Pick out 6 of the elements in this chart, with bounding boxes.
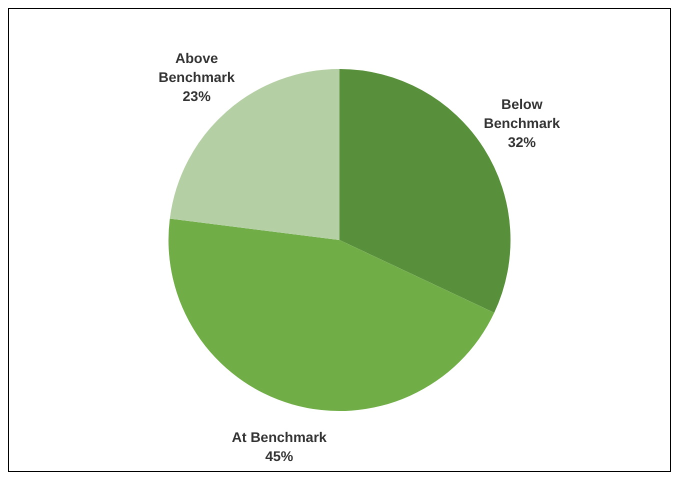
- slice-label: Above Benchmark: [158, 50, 235, 85]
- data-label: 32%: [508, 134, 536, 150]
- data-label: 45%: [265, 448, 294, 464]
- slice-label: At Benchmark: [232, 428, 327, 445]
- slice-label: Below Benchmark: [484, 96, 560, 132]
- data-label: 23%: [182, 88, 212, 104]
